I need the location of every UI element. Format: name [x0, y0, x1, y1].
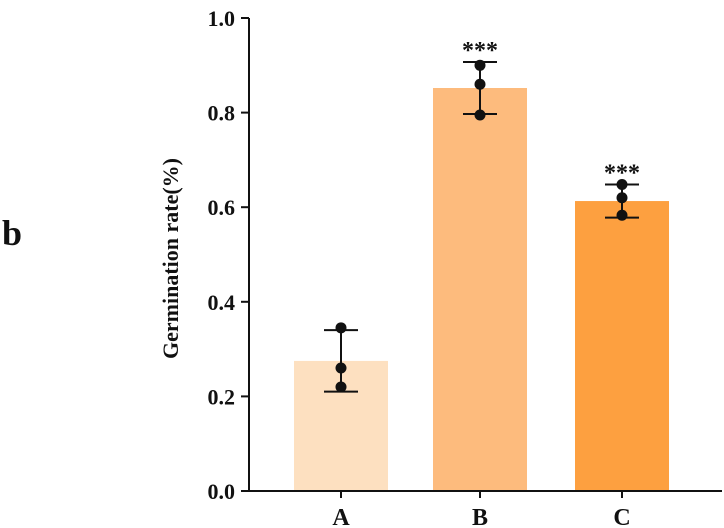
significance-label-b: *** [462, 38, 498, 64]
data-point-c-1 [616, 178, 628, 190]
significance-label-c: *** [604, 160, 640, 186]
x-tick-label-b: B [472, 505, 488, 528]
data-point-c-2 [616, 192, 628, 204]
axes-layer [241, 17, 722, 498]
y-tick-label-0.4: 0.4 [208, 290, 236, 315]
x-tick-label-c: C [613, 505, 630, 528]
labels-layer: A *** B *** C 0.0 0.2 0.4 0.6 0.8 1.0 Germination r… [158, 6, 640, 528]
data-point-a-3 [335, 381, 347, 393]
data-point-c-3 [616, 209, 628, 221]
points-layer [335, 59, 628, 393]
bar-b [433, 88, 527, 491]
bar-c [575, 201, 669, 491]
data-point-a-2 [335, 362, 347, 374]
y-tick-label-0.0: 0.0 [208, 479, 236, 504]
data-point-b-3 [474, 109, 486, 121]
data-point-b-1 [474, 59, 486, 71]
y-tick-label-0.8: 0.8 [208, 101, 236, 126]
y-tick-label-0.2: 0.2 [208, 384, 236, 409]
data-point-b-2 [474, 78, 486, 90]
y-axis-label: Germination rate(%) [158, 158, 183, 359]
bars-layer [294, 88, 669, 491]
data-point-a-1 [335, 322, 347, 334]
panel-label: b [2, 213, 23, 253]
y-tick-label-1.0: 1.0 [208, 6, 236, 31]
x-tick-label-a: A [332, 505, 350, 528]
y-tick-label-0.6: 0.6 [208, 195, 236, 220]
